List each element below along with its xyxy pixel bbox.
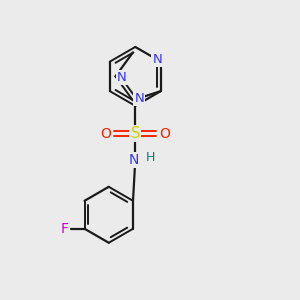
Text: N: N [134,92,144,105]
Text: N: N [117,71,127,84]
Text: F: F [61,222,68,236]
Text: H: H [146,152,155,164]
Text: O: O [159,127,170,141]
Text: N: N [129,153,139,167]
Text: O: O [100,127,111,141]
Text: S: S [130,126,140,141]
Text: N: N [152,53,162,66]
